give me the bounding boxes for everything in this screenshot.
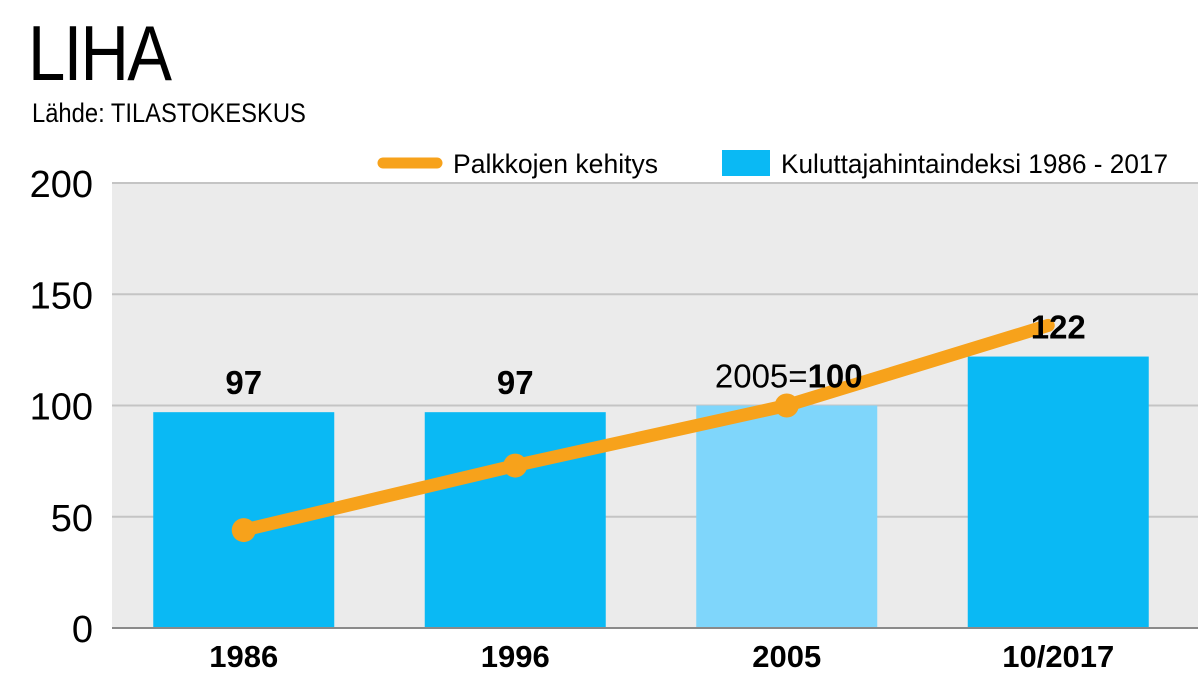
y-tick-label: 150: [30, 275, 93, 317]
chart-title: LIHA: [28, 9, 172, 97]
bar: [967, 356, 1149, 628]
line-path: [237, 318, 1055, 537]
y-tick-label: 50: [51, 498, 93, 540]
annotation-value: 100: [808, 358, 863, 395]
x-tick-label: 1996: [481, 639, 550, 674]
bar-data-label: 97: [225, 364, 262, 401]
bar-data-label: 97: [497, 364, 534, 401]
line-point: [231, 518, 256, 543]
legend-line-label: Palkkojen kehitys: [453, 149, 658, 179]
x-tick-label: 10/2017: [1002, 639, 1114, 674]
line-point: [503, 453, 528, 478]
x-tick-label: 1986: [209, 639, 278, 674]
bar: [696, 405, 878, 628]
annotation-prefix: 2005=: [715, 358, 808, 395]
bar-data-label: 122: [1031, 309, 1086, 346]
bar-data-labels: 97 97 122 2005=100: [225, 309, 1085, 402]
legend-bar-swatch: [722, 150, 770, 176]
y-tick-label: 100: [30, 387, 93, 429]
x-axis: 1986 1996 2005 10/2017: [209, 639, 1114, 674]
legend: Palkkojen kehitys Kuluttajahintaindeksi …: [377, 149, 1168, 179]
baseline-annotation: 2005=100: [715, 358, 863, 395]
bar: [424, 412, 606, 628]
y-axis: 0 50 100 150 200: [30, 164, 93, 651]
y-tick-label: 0: [72, 609, 93, 651]
chart-subtitle: Lähde: TILASTOKESKUS: [32, 98, 306, 128]
legend-bar-label: Kuluttajahintaindeksi 1986 - 2017: [781, 149, 1168, 179]
line-point: [774, 393, 799, 418]
x-tick-label: 2005: [752, 639, 821, 674]
line-series: [231, 318, 1055, 543]
y-tick-label: 200: [30, 164, 93, 206]
